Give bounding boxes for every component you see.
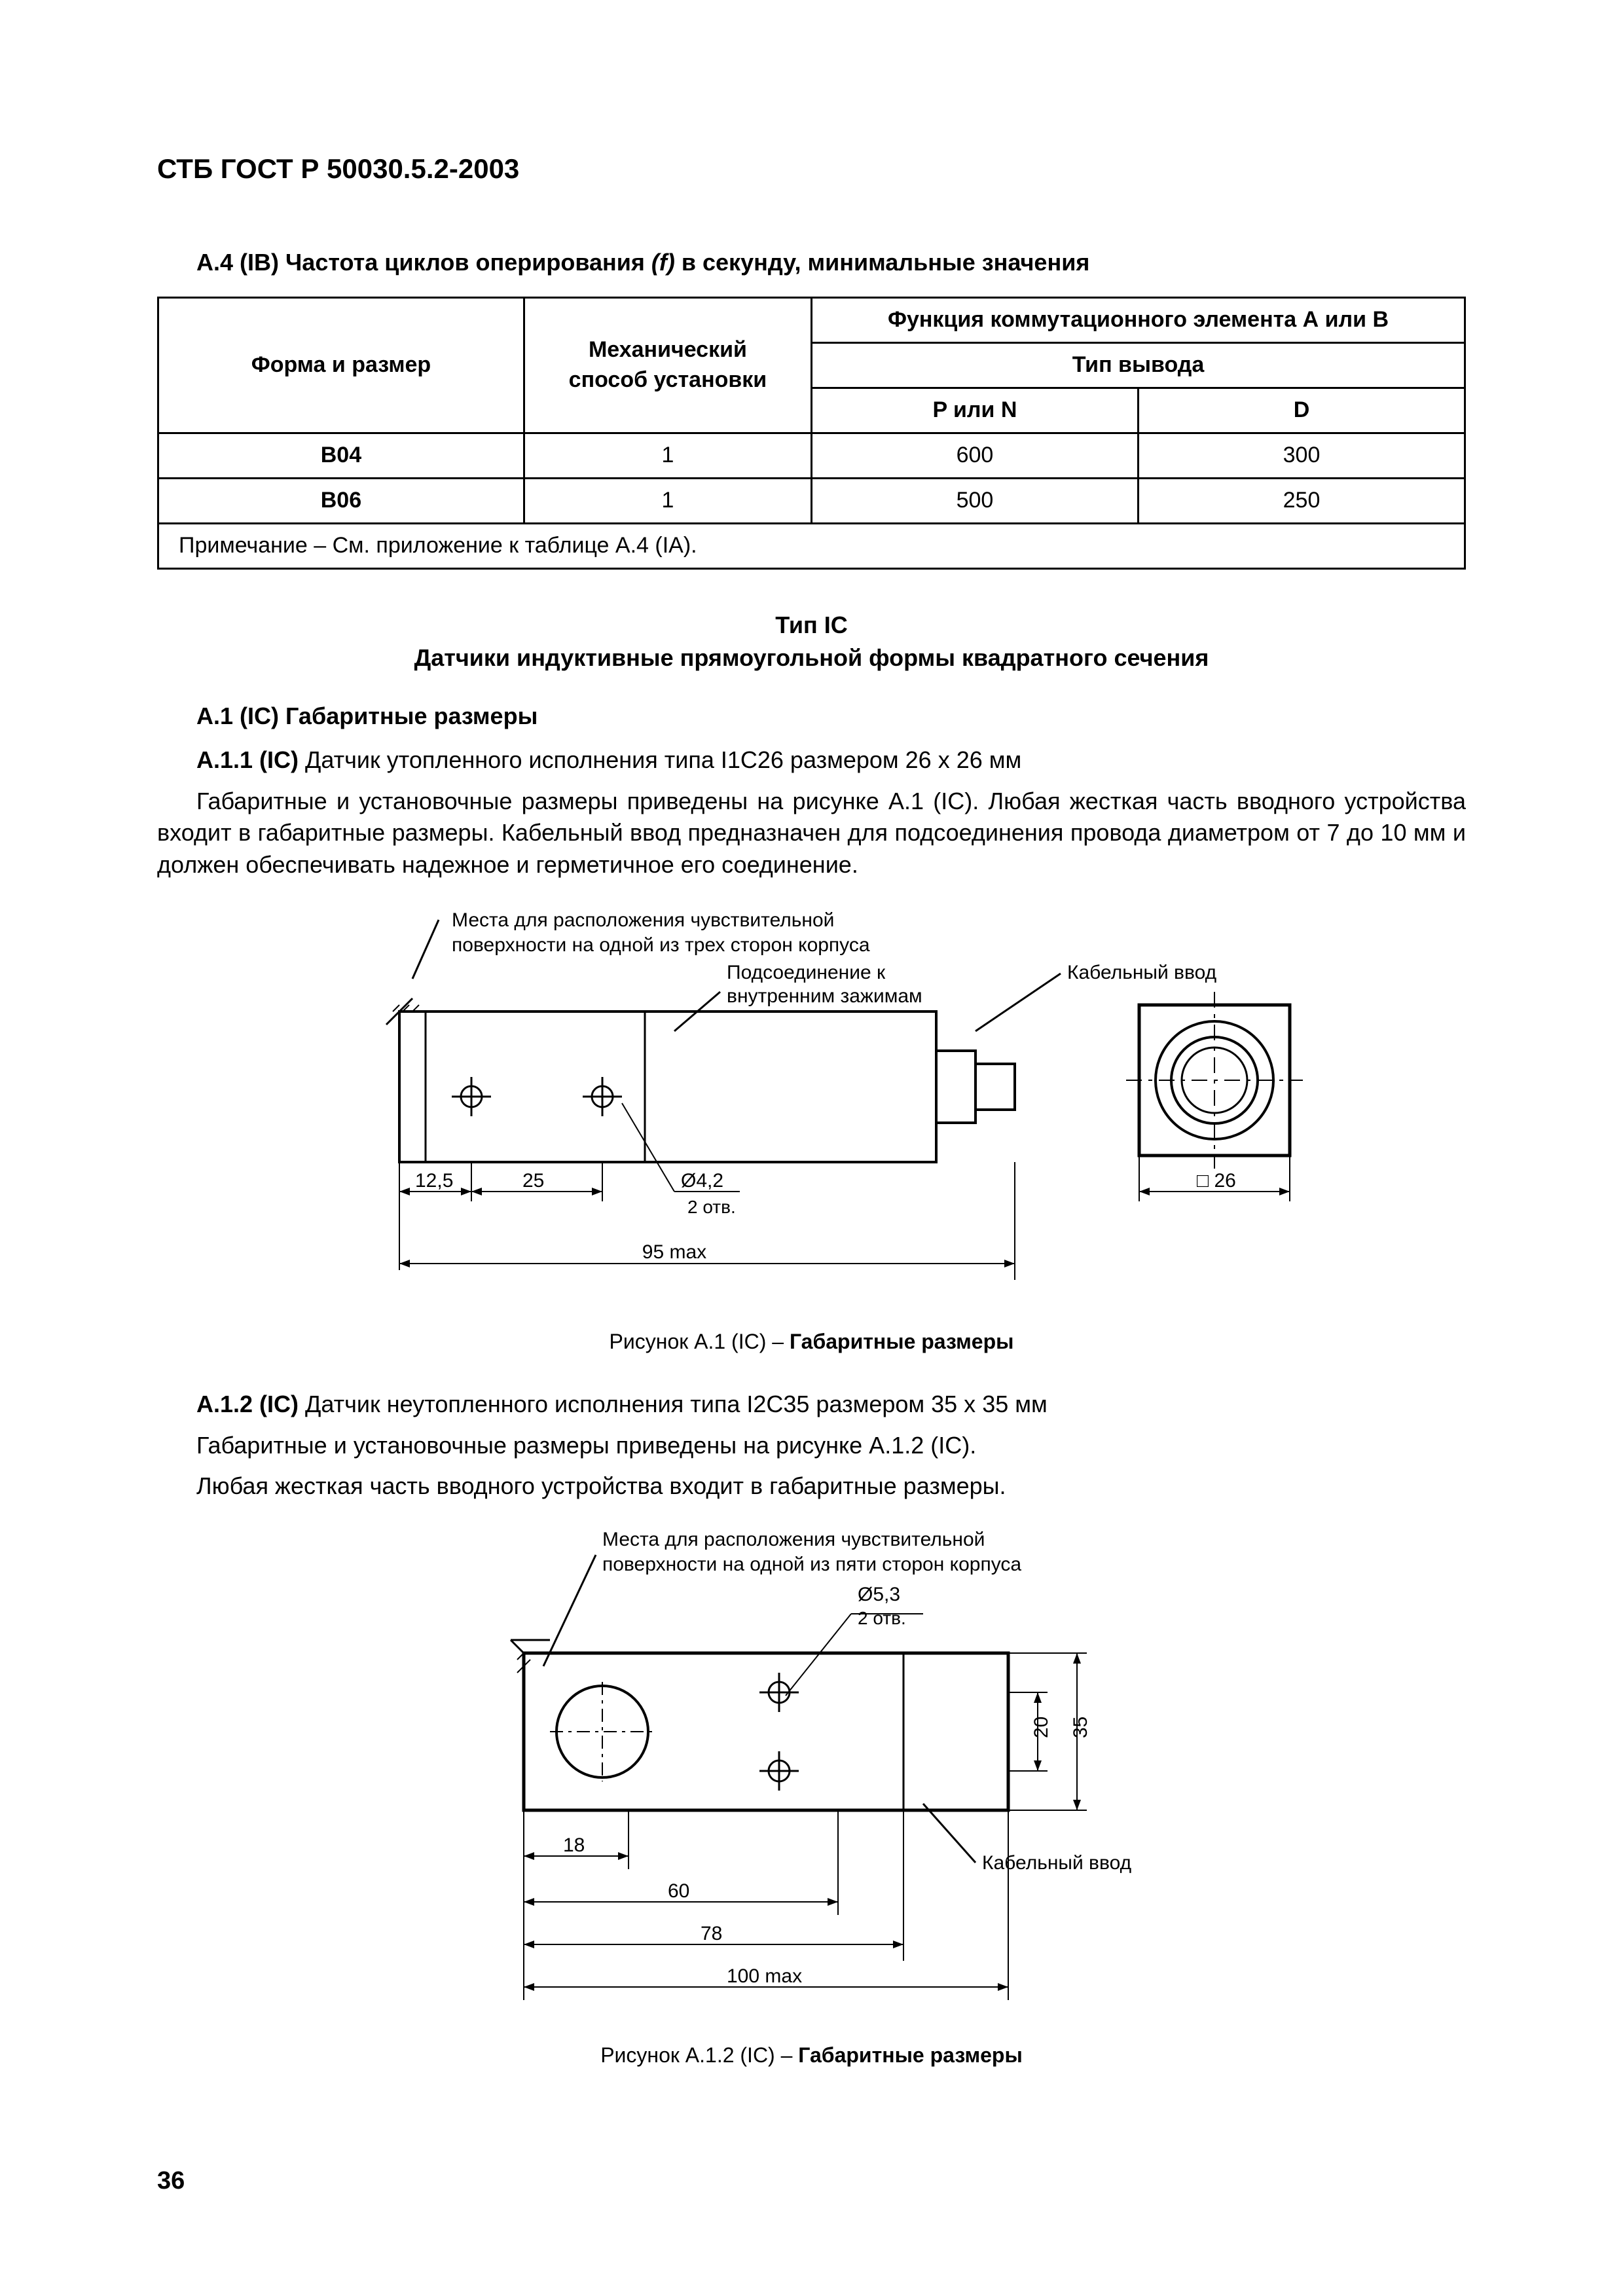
table-row: B06 1 500 250: [158, 478, 1465, 523]
fig2-caption-prefix: Рисунок А.1.2 (IC) –: [600, 2043, 798, 2067]
mounting-hole-icon: [759, 1673, 799, 1712]
col-mech: Механический способ установки: [524, 298, 811, 433]
page-number: 36: [157, 2164, 185, 2198]
fig2-gland: Кабельный ввод: [982, 1852, 1131, 1874]
title-suffix: в секунду, минимальные значения: [675, 249, 1089, 276]
table-note-row: Примечание – См. приложение к таблице А.…: [158, 523, 1465, 568]
col-d: D: [1138, 388, 1465, 433]
fig2-top1: Места для расположения чувствительной: [602, 1529, 985, 1550]
cell-d: 300: [1138, 433, 1465, 478]
col-output-type: Тип вывода: [811, 343, 1465, 388]
figure-a1-ic-svg: Места для расположения чувствительной по…: [255, 900, 1368, 1306]
cell-form: B04: [158, 433, 524, 478]
paragraph-3: Любая жесткая часть вводного устройства …: [157, 1470, 1466, 1503]
fig2-d35: 35: [1070, 1717, 1091, 1738]
fig1-conn2: внутренним зажимам: [727, 985, 922, 1007]
fig1-len: 95 max: [642, 1241, 706, 1263]
fig2-d78: 78: [701, 1923, 722, 1944]
fig2-top2: поверхности на одной из пяти сторон корп…: [602, 1554, 1021, 1575]
col-form: Форма и размер: [158, 298, 524, 433]
section-a4-title: А.4 (IB) Частота циклов оперирования (f)…: [196, 247, 1466, 279]
table-note: Примечание – См. приложение к таблице А.…: [158, 523, 1465, 568]
fig1-dim-25: 25: [522, 1170, 544, 1192]
title-prefix: А.4 (IB) Частота циклов оперирования: [196, 249, 651, 276]
fig1-caption-bold: Габаритные размеры: [790, 1330, 1014, 1353]
fig2-d20: 20: [1030, 1717, 1052, 1738]
fig2-holes: 2 отв.: [858, 1608, 906, 1628]
figure-a1-2-ic-svg: Места для расположения чувствительной по…: [354, 1522, 1270, 2020]
a1-1-ic-label: А.1.1 (IC): [196, 746, 305, 773]
mounting-hole-icon: [583, 1077, 622, 1116]
table-row: B04 1 600 300: [158, 433, 1465, 478]
type-ic-heading: Тип IC Датчики индуктивные прямоугольной…: [157, 609, 1466, 675]
fig2-d100: 100 max: [727, 1965, 802, 1987]
a1-ic-heading: А.1 (IC) Габаритные размеры: [196, 701, 1466, 733]
fig1-caption-prefix: Рисунок А.1 (IC) –: [610, 1330, 790, 1353]
fig2-d18: 18: [563, 1834, 585, 1856]
col-pn: P или N: [811, 388, 1138, 433]
cell-pn: 500: [811, 478, 1138, 523]
fig2-dia: Ø5,3: [858, 1584, 900, 1605]
a1-1-ic-line: А.1.1 (IC) Датчик утопленного исполнения…: [196, 744, 1466, 776]
mounting-hole-icon: [759, 1751, 799, 1791]
cell-d: 250: [1138, 478, 1465, 523]
fig1-top1: Места для расположения чувствительной: [452, 909, 834, 931]
paragraph-2: Габаритные и установочные размеры привед…: [157, 1430, 1466, 1462]
cell-form: B06: [158, 478, 524, 523]
cell-pn: 600: [811, 433, 1138, 478]
fig1-end-view: □ 26: [1126, 992, 1303, 1201]
fig1-caption: Рисунок А.1 (IC) – Габаритные размеры: [157, 1328, 1466, 1356]
a1-2-ic-text: Датчик неутопленного исполнения типа I2C…: [305, 1391, 1048, 1417]
fig1-sq: □ 26: [1197, 1170, 1236, 1192]
fig2-caption: Рисунок А.1.2 (IC) – Габаритные размеры: [157, 2041, 1466, 2069]
standard-code: СТБ ГОСТ Р 50030.5.2-2003: [157, 151, 1466, 188]
figure-a1-ic: Места для расположения чувствительной по…: [157, 900, 1466, 1315]
fig1-dim-12-5: 12,5: [415, 1170, 453, 1192]
fig2-caption-bold: Габаритные размеры: [798, 2043, 1023, 2067]
a1-2-ic-line: А.1.2 (IC) Датчик неутопленного исполнен…: [196, 1389, 1466, 1421]
type-ic-line2: Датчики индуктивные прямоугольной формы …: [157, 642, 1466, 674]
fig1-gland: Кабельный ввод: [1067, 962, 1216, 983]
cell-mech: 1: [524, 433, 811, 478]
fig1-holes: 2 отв.: [687, 1197, 736, 1217]
table-header-row: Форма и размер Механический способ устан…: [158, 298, 1465, 343]
col-func-header: Функция коммутационного элемента А или В: [811, 298, 1465, 343]
a1-1-ic-text: Датчик утопленного исполнения типа I1C26…: [305, 746, 1021, 773]
title-italic: (f): [651, 249, 675, 276]
cell-mech: 1: [524, 478, 811, 523]
fig1-conn1: Подсоединение к: [727, 962, 886, 983]
fig1-top2: поверхности на одной из трех сторон корп…: [452, 934, 870, 956]
fig1-dia: Ø4,2: [681, 1170, 723, 1192]
a1-2-ic-label: А.1.2 (IC): [196, 1391, 305, 1417]
mounting-hole-icon: [452, 1077, 491, 1116]
paragraph-1: Габаритные и установочные размеры привед…: [157, 786, 1466, 881]
page: СТБ ГОСТ Р 50030.5.2-2003 А.4 (IB) Часто…: [0, 0, 1623, 2296]
figure-a1-2-ic: Места для расположения чувствительной по…: [157, 1522, 1466, 2028]
frequency-table: Форма и размер Механический способ устан…: [157, 297, 1466, 569]
fig2-d60: 60: [668, 1880, 689, 1902]
type-ic-line1: Тип IC: [157, 609, 1466, 642]
